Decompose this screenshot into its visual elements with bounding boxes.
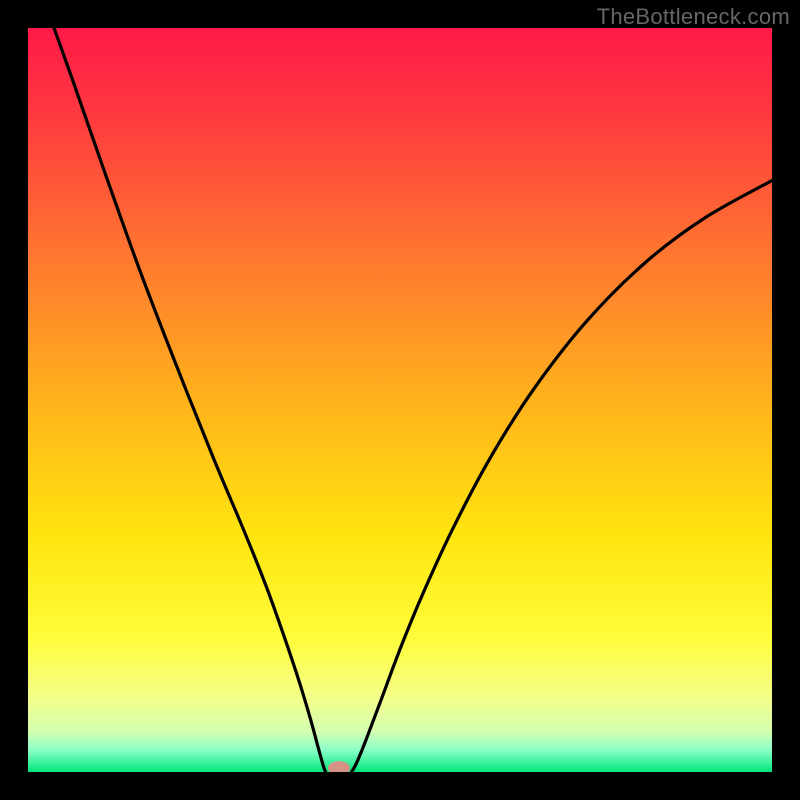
chart-frame: TheBottleneck.com: [0, 0, 800, 800]
watermark-text: TheBottleneck.com: [597, 4, 790, 30]
bottleneck-chart: [28, 28, 772, 772]
